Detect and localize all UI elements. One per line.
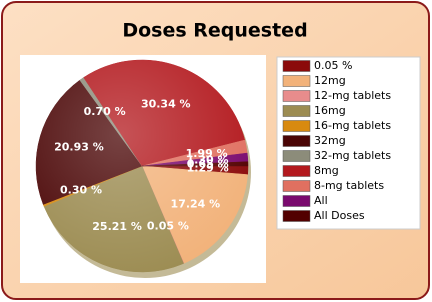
data-label: 1.29 % bbox=[187, 162, 229, 175]
legend-swatch bbox=[282, 195, 311, 207]
legend-swatch bbox=[282, 180, 311, 192]
legend-swatch bbox=[282, 105, 311, 117]
legend-swatch bbox=[282, 90, 311, 102]
data-label: 30.34 % bbox=[141, 98, 191, 111]
legend-swatch bbox=[282, 150, 311, 162]
legend-label: 16mg bbox=[314, 104, 346, 117]
data-label: 0.65 % bbox=[187, 158, 229, 171]
data-label: 1.99 % bbox=[186, 147, 228, 160]
legend-swatch bbox=[282, 165, 311, 177]
legend-swatch bbox=[282, 210, 311, 222]
legend-label: 8-mg tablets bbox=[314, 179, 384, 192]
data-label: 20.93 % bbox=[54, 140, 104, 153]
legend-swatch bbox=[282, 135, 311, 147]
pie-shine bbox=[36, 60, 248, 272]
legend-label: All bbox=[314, 194, 328, 207]
data-label: 0.70 % bbox=[84, 105, 126, 118]
legend-label: 32mg bbox=[314, 134, 346, 147]
legend-label: All Doses bbox=[314, 209, 365, 222]
data-label: 1.30 % bbox=[187, 154, 229, 167]
data-label: 17.24 % bbox=[171, 197, 221, 210]
legend-swatch bbox=[282, 60, 311, 72]
data-label: 0.30 % bbox=[60, 183, 102, 196]
legend-label: 8mg bbox=[314, 164, 339, 177]
data-label: 25.21 % bbox=[92, 220, 142, 233]
data-label: 0.05 % bbox=[147, 219, 189, 232]
legend-label: 16-mg tablets bbox=[314, 119, 391, 132]
chart-title: Doses Requested bbox=[122, 20, 307, 42]
legend-label: 0.05 % bbox=[314, 59, 352, 72]
legend-swatch bbox=[282, 75, 311, 87]
legend-label: 12-mg tablets bbox=[314, 89, 391, 102]
legend-label: 32-mg tablets bbox=[314, 149, 391, 162]
legend-label: 12mg bbox=[314, 74, 346, 87]
legend-swatch bbox=[282, 120, 311, 132]
